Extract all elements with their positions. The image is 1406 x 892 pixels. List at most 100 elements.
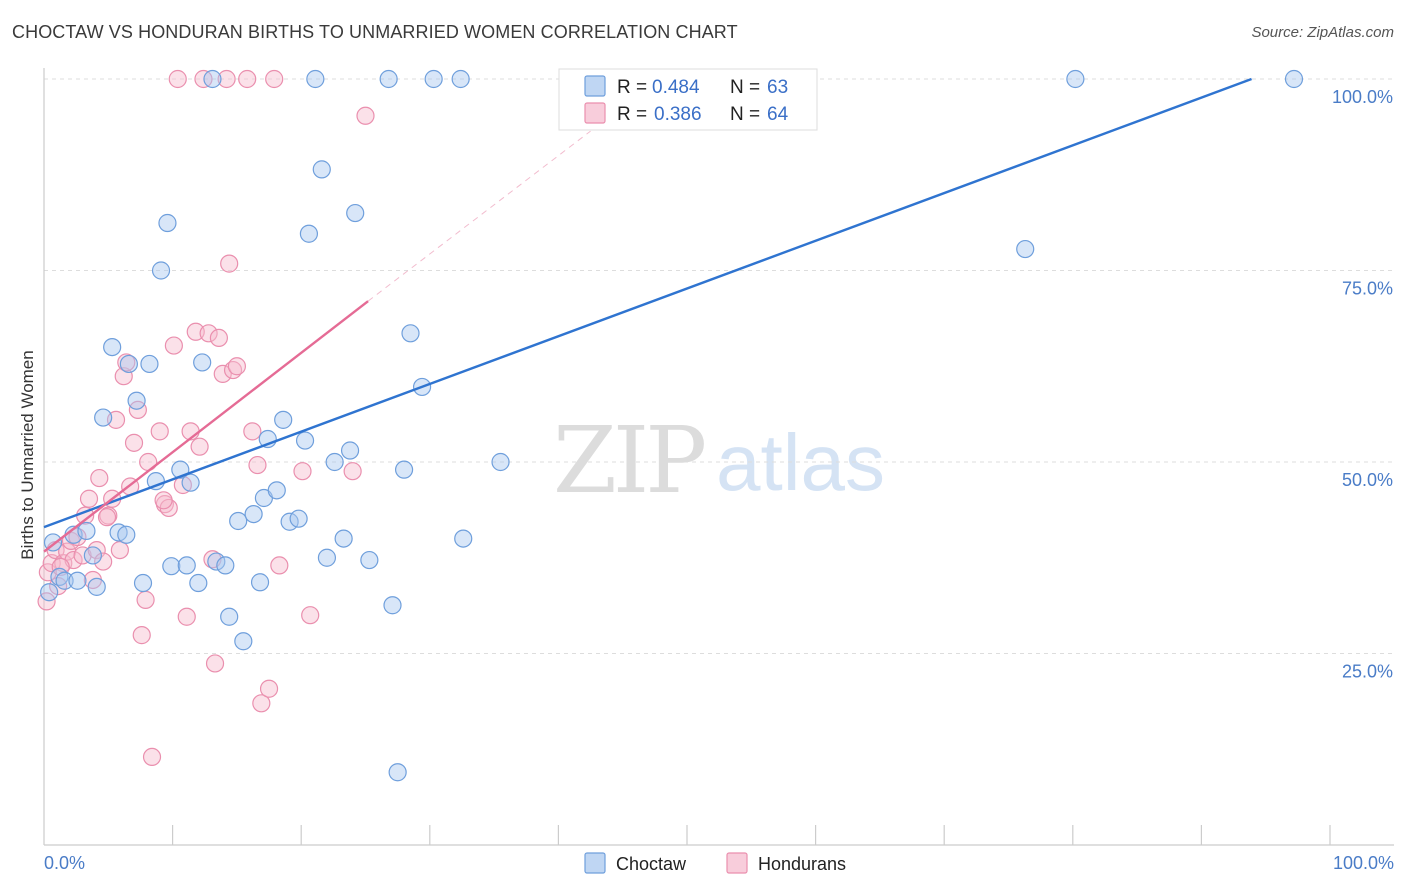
point-choctaw-51: [388, 763, 407, 782]
point-choctaw-49: [379, 69, 398, 89]
point-hondurans-28: [142, 747, 162, 767]
watermark-zip: ZIP: [553, 407, 704, 514]
point-choctaw-5: [77, 521, 96, 541]
point-choctaw-44: [325, 452, 344, 472]
correlation-legend: R = 0.484 N = 63 R = 0.386 N = 64: [558, 68, 818, 131]
legend-n-label-choctaw: N =: [730, 77, 760, 98]
bottom-legend-label-choctaw: Choctaw: [616, 854, 687, 874]
bottom-legend-swatch-hondurans: [726, 852, 748, 874]
bottom-legend-label-hondurans: Hondurans: [758, 854, 846, 874]
point-hondurans-23: [124, 433, 144, 452]
point-hondurans-19: [110, 540, 129, 560]
legend-n-label-hondurans: N =: [730, 104, 760, 125]
axes: [43, 68, 1394, 846]
point-hondurans-44: [213, 364, 232, 384]
point-choctaw-9: [103, 338, 122, 357]
point-choctaw-58: [491, 452, 510, 472]
point-choctaw-48: [360, 550, 379, 570]
trend-line-hondurans: [43, 300, 369, 553]
point-choctaw-16: [146, 472, 165, 491]
point-hondurans-33: [168, 69, 187, 89]
point-choctaw-39: [295, 431, 315, 450]
point-choctaw-45: [334, 529, 353, 548]
y-axis-label: Births to Unmarried Women: [18, 350, 37, 559]
point-hondurans-53: [259, 679, 279, 698]
point-choctaw-46: [340, 441, 360, 460]
point-choctaw-26: [207, 552, 226, 571]
point-hondurans-48: [227, 357, 246, 376]
trend-lines: [43, 77, 1252, 553]
point-choctaw-29: [229, 511, 248, 531]
point-hondurans-26: [136, 590, 155, 609]
y-tick-label-25: 25.0%: [1342, 662, 1393, 682]
data-points: [37, 69, 1304, 782]
point-hondurans-56: [293, 462, 312, 481]
point-choctaw-6: [83, 546, 102, 565]
point-choctaw-21: [177, 556, 196, 575]
bottom-legend-swatch-choctaw: [584, 852, 606, 874]
point-choctaw-60: [1066, 69, 1085, 89]
point-choctaw-15: [140, 354, 159, 374]
point-hondurans-42: [205, 654, 225, 673]
point-choctaw-32: [250, 573, 270, 592]
point-choctaw-43: [317, 548, 337, 567]
point-choctaw-19: [162, 557, 181, 576]
point-choctaw-13: [127, 391, 146, 410]
point-choctaw-11: [117, 525, 136, 544]
point-hondurans-43: [209, 328, 228, 348]
point-choctaw-14: [133, 573, 153, 593]
x-tick-label-max: 100.0%: [1333, 853, 1394, 873]
point-hondurans-54: [265, 69, 284, 89]
point-hondurans-62: [97, 508, 117, 527]
series-legend: Choctaw Hondurans: [584, 852, 846, 874]
gridlines: [44, 78, 1394, 654]
point-hondurans-63: [154, 491, 173, 510]
legend-n-value-hondurans: 64: [767, 104, 789, 125]
point-choctaw-53: [401, 324, 420, 343]
point-hondurans-45: [217, 69, 236, 89]
x-ticks: [172, 825, 1331, 845]
point-choctaw-12: [119, 354, 138, 374]
y-tick-label-75: 75.0%: [1342, 279, 1393, 299]
point-hondurans-15: [94, 552, 113, 571]
point-choctaw-28: [220, 607, 239, 626]
point-choctaw-40: [299, 224, 319, 243]
point-hondurans-59: [356, 106, 375, 125]
legend-swatch-hondurans: [584, 102, 606, 124]
point-hondurans-57: [301, 606, 320, 625]
point-choctaw-38: [289, 509, 308, 528]
point-choctaw-52: [394, 460, 414, 479]
legend-swatch-choctaw: [584, 75, 606, 97]
point-hondurans-25: [132, 626, 151, 645]
point-hondurans-14: [90, 468, 109, 488]
legend-r-value-choctaw: 0.484: [652, 77, 700, 98]
point-choctaw-25: [203, 69, 222, 89]
point-choctaw-7: [87, 577, 106, 596]
chart-title: CHOCTAW VS HONDURAN BIRTHS TO UNMARRIED …: [12, 22, 738, 42]
y-tick-label-50: 50.0%: [1342, 470, 1393, 490]
legend-r-label-choctaw: R =: [617, 77, 647, 98]
legend-r-value-hondurans: 0.386: [654, 104, 702, 125]
point-choctaw-47: [346, 203, 365, 223]
point-hondurans-9: [73, 546, 92, 565]
point-choctaw-62: [40, 583, 59, 602]
point-choctaw-27: [216, 556, 235, 575]
point-hondurans-32: [164, 336, 183, 355]
x-tick-label-min: 0.0%: [44, 853, 85, 873]
point-choctaw-2: [55, 571, 74, 590]
point-choctaw-61: [1284, 69, 1304, 89]
point-hondurans-49: [238, 69, 257, 89]
legend-n-value-choctaw: 63: [767, 77, 788, 98]
point-hondurans-38: [190, 437, 209, 456]
point-choctaw-30: [234, 632, 253, 651]
watermark-atlas: atlas: [716, 418, 885, 507]
point-hondurans-35: [177, 607, 196, 626]
legend-r-label-hondurans: R =: [617, 104, 647, 125]
point-hondurans-58: [343, 462, 362, 481]
point-hondurans-46: [220, 254, 239, 273]
trend-extension-hondurans: [367, 130, 591, 302]
point-choctaw-17: [151, 261, 171, 280]
source-attribution: Source: ZipAtlas.com: [1251, 24, 1394, 41]
point-choctaw-56: [451, 69, 470, 89]
